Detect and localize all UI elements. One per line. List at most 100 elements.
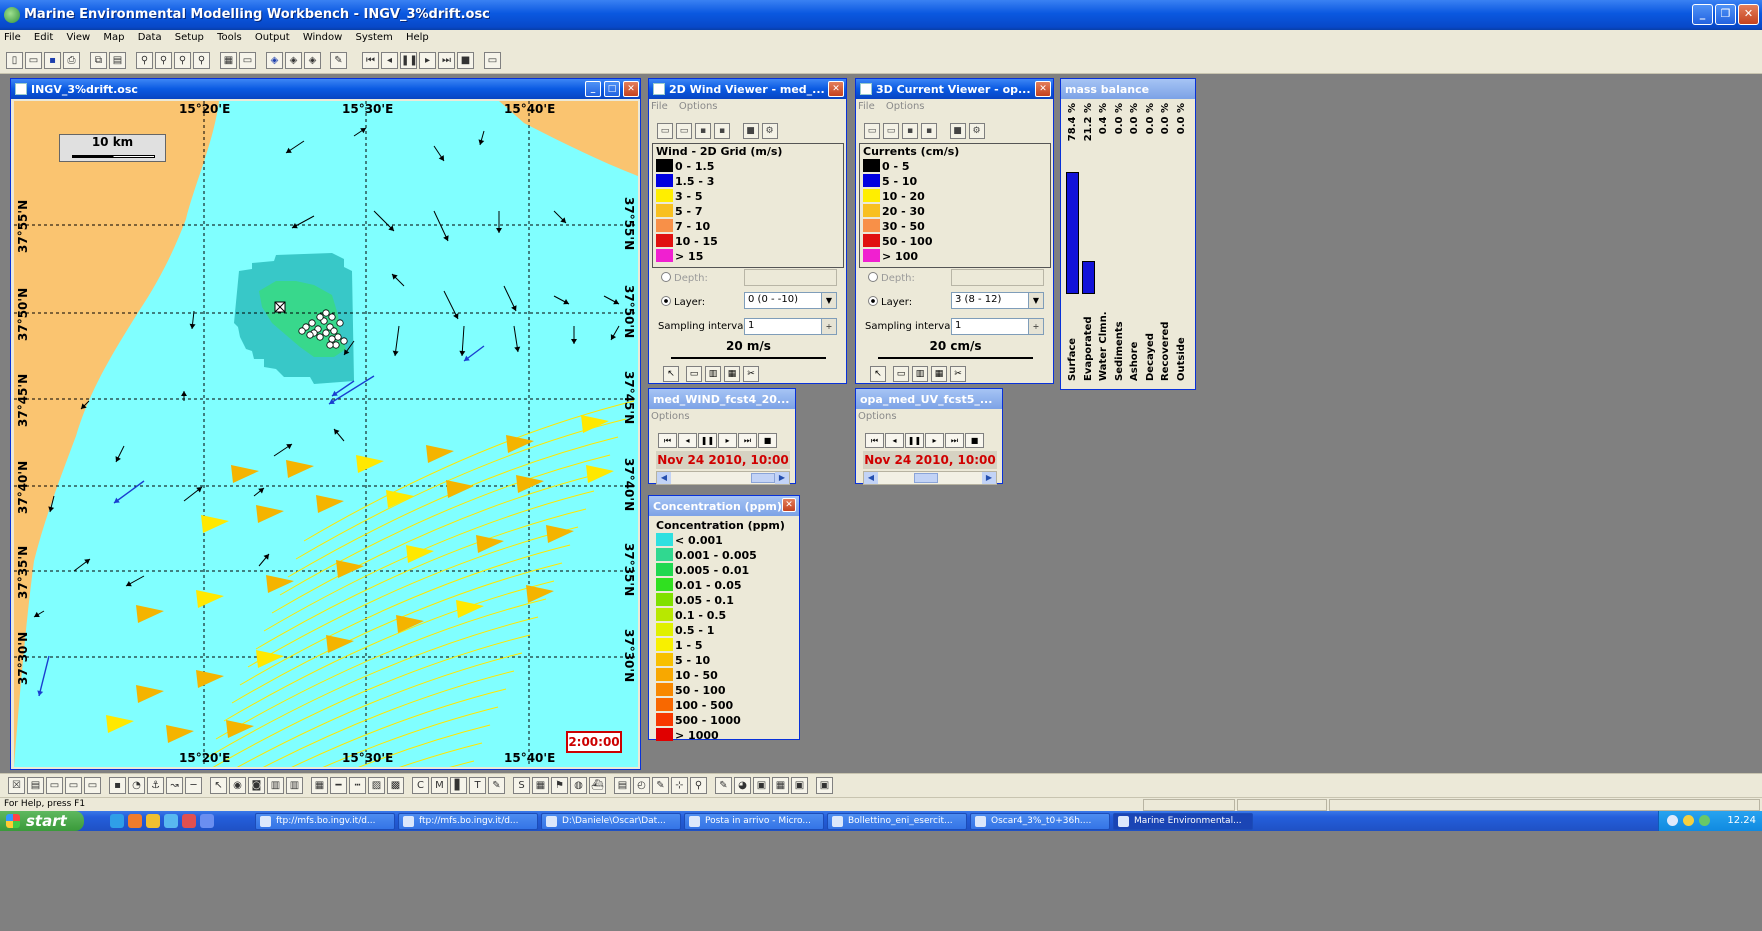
pause-icon[interactable]: ❚❚ xyxy=(698,433,717,448)
tag-icon[interactable]: ⚲ xyxy=(690,777,707,794)
save-file-icon[interactable]: ▪ xyxy=(44,52,61,69)
layers-remove-icon[interactable]: ◈ xyxy=(304,52,321,69)
wind-depth-option[interactable]: Depth: xyxy=(661,272,708,284)
current-color-icon[interactable]: ■ xyxy=(949,123,966,139)
wind-menu-options[interactable]: Options xyxy=(678,101,718,112)
open-icon[interactable]: ▭ xyxy=(65,777,82,794)
wind-save-icon[interactable]: ▪ xyxy=(695,123,711,139)
current-menu-options[interactable]: Options xyxy=(885,101,925,112)
task-outlook[interactable]: Posta in arrivo - Micro... xyxy=(684,813,824,830)
cursor-icon[interactable]: ⊹ xyxy=(671,777,688,794)
blank-icon[interactable]: ▭ xyxy=(84,777,101,794)
stop-record-icon[interactable]: ◙ xyxy=(248,777,265,794)
minimize-button[interactable]: _ xyxy=(1692,4,1713,25)
wind-menu-file[interactable]: File xyxy=(651,101,668,112)
wind-layer-option[interactable]: Layer: xyxy=(661,296,705,308)
task-ftp-1[interactable]: ftp://mfs.bo.ingv.it/d... xyxy=(255,813,395,830)
play-icon[interactable]: ▸ xyxy=(718,433,737,448)
current-layer-option[interactable]: Layer: xyxy=(868,296,912,308)
anchor-icon[interactable]: ⚓ xyxy=(147,777,164,794)
chevron-down-icon[interactable]: ▼ xyxy=(821,293,836,308)
stop-icon[interactable]: ■ xyxy=(965,433,984,448)
wind-grid-icon[interactable]: ▦ xyxy=(724,366,740,382)
line-icon[interactable]: ─ xyxy=(185,777,202,794)
slider-thumb[interactable] xyxy=(914,473,938,483)
wind-icon[interactable]: ↝ xyxy=(166,777,183,794)
current-menu-file[interactable]: File xyxy=(858,101,875,112)
grid-view-icon[interactable]: ▦ xyxy=(772,777,789,794)
zoom-out-icon[interactable]: ⚲ xyxy=(174,52,191,69)
spinner-icon[interactable]: ÷ xyxy=(821,319,836,334)
wind-player-titlebar[interactable]: med_WIND_fcst4_20... xyxy=(649,389,795,409)
volume-icon[interactable] xyxy=(1699,815,1710,826)
desktop-icon[interactable] xyxy=(200,814,214,828)
ie-icon[interactable] xyxy=(110,814,124,828)
wind-player-menu[interactable]: Options xyxy=(651,411,690,422)
zoom-box-icon[interactable]: ▤ xyxy=(27,777,44,794)
select-icon[interactable]: ☒ xyxy=(8,777,25,794)
grid-icon[interactable]: ▦ xyxy=(220,52,237,69)
menu-edit[interactable]: Edit xyxy=(33,32,54,43)
map-canvas[interactable]: 10 km 15°20'E 15°30'E 15°40'E 15°20'E 15… xyxy=(14,101,638,767)
play-icon[interactable]: ▸ xyxy=(925,433,944,448)
wind-layer-radio[interactable] xyxy=(661,296,671,306)
drop-icon[interactable]: ◍ xyxy=(570,777,587,794)
palette-icon[interactable]: ◕ xyxy=(734,777,751,794)
ruler-icon[interactable]: ▭ xyxy=(46,777,63,794)
wand-icon[interactable]: ✎ xyxy=(330,52,347,69)
task-marine[interactable]: Marine Environmental... xyxy=(1113,813,1253,830)
current-layer-radio[interactable] xyxy=(868,296,878,306)
current-player-slider[interactable]: ◀ ▶ xyxy=(863,471,997,485)
wind-viewer-close-button[interactable]: ✕ xyxy=(828,81,844,97)
wind-scissors-icon[interactable]: ✂ xyxy=(743,366,759,382)
paste-icon[interactable]: ▤ xyxy=(109,52,126,69)
menu-window[interactable]: Window xyxy=(302,32,343,43)
pointer-icon[interactable]: ↖ xyxy=(210,777,227,794)
current-viewer-titlebar[interactable]: 3D Current Viewer - op... ✕ xyxy=(856,79,1053,99)
current-scissors-icon[interactable]: ✂ xyxy=(950,366,966,382)
skip-start-icon[interactable]: ⏮ xyxy=(658,433,677,448)
copy-icon[interactable]: ⧉ xyxy=(90,52,107,69)
wind-save-as-icon[interactable]: ▪ xyxy=(714,123,730,139)
close-button[interactable]: ✕ xyxy=(1738,4,1759,25)
wind-layer-select[interactable]: 0 (0 - -10) ▼ xyxy=(744,292,837,309)
map-maximize-button[interactable]: □ xyxy=(604,81,620,97)
open-file-icon[interactable]: ▭ xyxy=(25,52,42,69)
wind-open-icon[interactable]: ▭ xyxy=(657,123,673,139)
save-icon[interactable]: ▪ xyxy=(109,777,126,794)
boat-icon[interactable]: ⛴ xyxy=(589,777,606,794)
menu-view[interactable]: View xyxy=(66,32,91,43)
current-pointer-icon[interactable]: ↖ xyxy=(870,366,886,382)
menu-system[interactable]: System xyxy=(355,32,393,43)
security-icon[interactable] xyxy=(1683,815,1694,826)
chart-line-icon[interactable]: ▤ xyxy=(614,777,631,794)
current-strip-icon[interactable]: ▭ xyxy=(893,366,909,382)
menu-map[interactable]: Map xyxy=(103,32,125,43)
map-minimize-button[interactable]: _ xyxy=(585,81,601,97)
display-icon[interactable]: ▭ xyxy=(484,52,501,69)
contour-icon[interactable]: ◔ xyxy=(128,777,145,794)
explorer-icon[interactable] xyxy=(146,814,160,828)
current-sampling-input[interactable]: 1 ÷ xyxy=(951,318,1044,335)
current-depth-option[interactable]: Depth: xyxy=(868,272,915,284)
wind-pointer-icon[interactable]: ↖ xyxy=(663,366,679,382)
menu-help[interactable]: Help xyxy=(405,32,429,43)
current-viewer-close-button[interactable]: ✕ xyxy=(1035,81,1051,97)
menu-output[interactable]: Output xyxy=(254,32,290,43)
concentration-close-button[interactable]: ✕ xyxy=(782,498,796,512)
current-player-titlebar[interactable]: opa_med_UV_fcst5_... xyxy=(856,389,1002,409)
zoom-icon[interactable]: ⚲ xyxy=(136,52,153,69)
brush-icon[interactable]: ✎ xyxy=(715,777,732,794)
dash-icon[interactable]: ┅ xyxy=(349,777,366,794)
media-icon[interactable] xyxy=(182,814,196,828)
spinner-icon[interactable]: ÷ xyxy=(1028,319,1043,334)
chevron-left-icon[interactable]: ◀ xyxy=(657,472,671,484)
layers-icon[interactable]: ◈ xyxy=(266,52,283,69)
pause-icon[interactable]: ❚❚ xyxy=(905,433,924,448)
hatch-icon[interactable]: ▨ xyxy=(368,777,385,794)
wind-film-icon[interactable]: ▥ xyxy=(705,366,721,382)
max-icon[interactable]: M xyxy=(431,777,448,794)
restore-button[interactable]: ❐ xyxy=(1715,4,1736,25)
edit-icon[interactable]: ✎ xyxy=(652,777,669,794)
print-icon[interactable]: ⎙ xyxy=(63,52,80,69)
